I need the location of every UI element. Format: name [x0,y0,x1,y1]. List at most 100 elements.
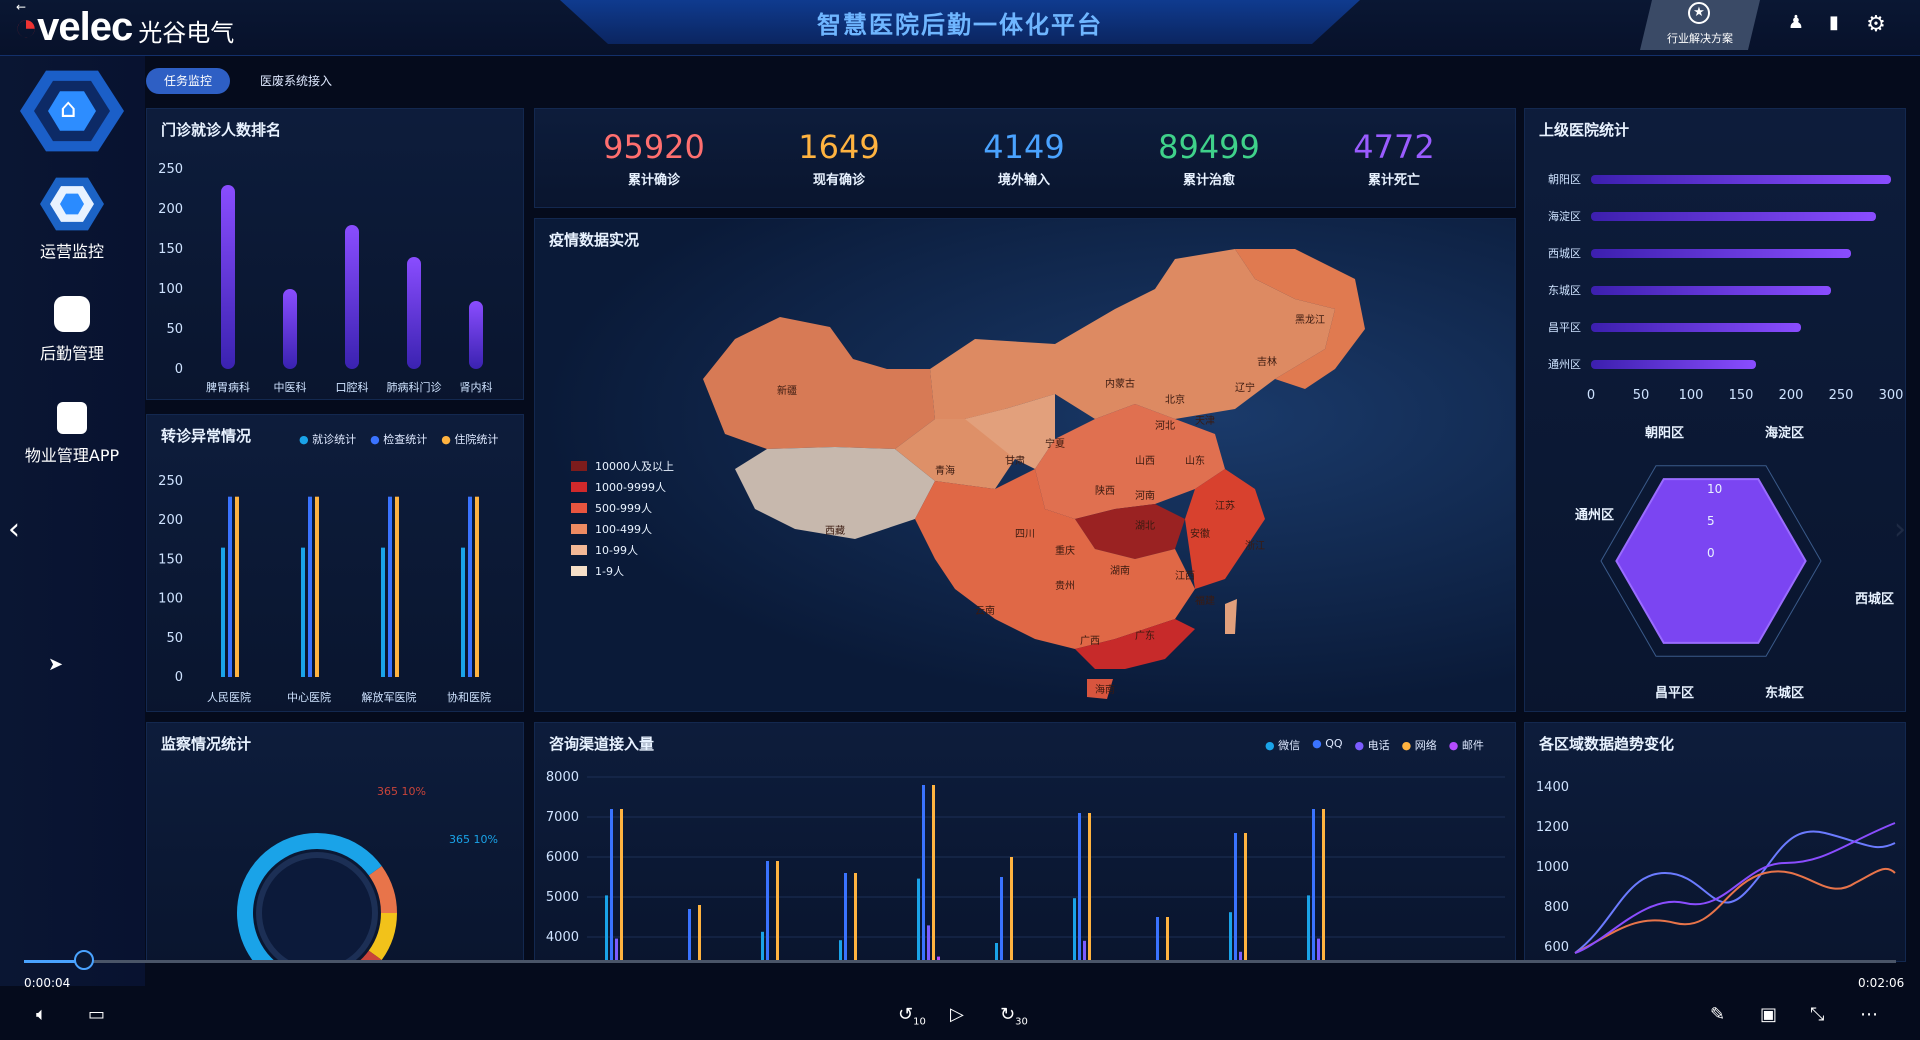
superior-chart: 朝阳区海淀区西城区东城区昌平区通州区0 50 100 150 200 250 300朝阳区海… [1548,173,1904,701]
pen-icon[interactable]: ✎ [1710,1004,1726,1025]
y-tick-label: 东城区 [1548,284,1581,297]
x-tick-label: 解放军医院 [362,690,417,704]
bar [221,547,225,677]
bar [927,925,930,963]
bar [1307,895,1310,963]
y-tick-label: 1000 [1536,860,1569,875]
bar [620,809,623,963]
bar [688,909,691,963]
sidebar-item-app[interactable]: 物业管理APP [16,402,128,466]
map-region-taiwan [1225,599,1237,634]
bar [1322,809,1325,963]
bar [776,861,779,963]
bar [1083,940,1086,963]
bar [615,938,618,963]
y-tick-label: 朝阳区 [1548,173,1581,186]
y-tick-label: 800 [1544,900,1569,915]
bell-icon[interactable]: ♟ [1787,12,1805,33]
tab-medical-waste[interactable]: 医废系统接入 [260,74,333,88]
more-icon[interactable]: ⋯ [1860,1004,1878,1025]
skip-back-icon[interactable]: ↺10 [898,1004,926,1028]
bar [345,225,359,369]
panel-title: 各区域数据趋势变化 [1539,735,1675,753]
bar [1088,813,1091,963]
trend-chart: 140012001000800600400200 [1536,780,1896,955]
x-tick-label: 口腔科 [336,380,369,394]
panel-transfer: 转诊异常情况 ● 就诊统计 ● 检查统计 ● 住院统计 250 200 150 100… [146,414,524,712]
y-tick-label: 600 [1544,940,1569,955]
panel-title: 咨询渠道接入量 [549,735,655,753]
legend-item: ● 微信 [1265,739,1301,752]
map-label: 四川 [1015,529,1035,540]
legend-item: ● 邮件 [1448,739,1484,752]
map-label: 北京 [1165,393,1185,406]
map-label: 山西 [1135,455,1155,467]
y-tick-label: 100 [158,282,183,297]
x-tick-label: 中心医院 [287,690,331,704]
map-label: 云南 [975,604,995,617]
bar [1166,917,1169,963]
home-button[interactable]: ⌂ [20,70,124,152]
y-tick-label: 200 [158,202,183,217]
map-region-northeast [1235,249,1365,389]
back-icon[interactable]: ← [16,0,27,14]
map-label: 重庆 [1055,544,1075,557]
map-region-gansu [965,394,1055,469]
x-tick-label: 0 [1587,388,1595,403]
radar-tick: 5 [1707,514,1715,528]
clipboard-icon[interactable]: ▮ [1829,12,1839,33]
seek-bar[interactable] [24,960,1896,963]
y-tick-label: 50 [166,631,183,646]
bar [1312,809,1315,963]
map-label: 河南 [1135,489,1155,502]
y-tick-label: 6000 [546,850,579,865]
bar [1591,323,1801,332]
panel-trend: 各区域数据趋势变化 140012001000800600400200 [1524,722,1906,962]
video-player-controls: 0:00:04 0:02:06 🔈︎ ▭ ↺10 ▷ ↻30 ✎ ▣ ⤡ ⋯ [0,940,1920,1040]
skip-forward-icon[interactable]: ↻30 [1000,1004,1028,1028]
map-legend: 10000人及以上 1000-9999人 500-999人 100-499人 10-99… [571,455,674,581]
sidebar-item-logistics[interactable]: 后勤管理 [16,296,128,364]
bar [1234,833,1237,963]
map-region-guangdong [1075,619,1195,669]
bar [1073,898,1076,963]
tab-task-monitor[interactable]: 任务监控 [146,68,231,94]
current-time: 0:00:04 [24,976,71,990]
solution-button[interactable]: ★ 行业解决方案 [1640,0,1760,50]
map-label: 辽宁 [1235,381,1255,394]
total-time: 0:02:06 [1858,976,1905,990]
map-label: 浙江 [1245,540,1265,552]
transfer-chart: 250 200 150 100 50 0 人民医院 中心医院 解放军医院 协和医院 [158,474,491,704]
subtitles-icon[interactable]: ▭ [88,1004,106,1025]
x-tick-label: 脾胃病科 [206,380,250,394]
stat-label: 现有确诊 [812,173,865,188]
bar [1156,917,1159,963]
pip-icon[interactable]: ▣ [1760,1004,1778,1025]
bar [922,785,925,963]
prev-arrow-icon[interactable]: ‹ [8,512,20,547]
seek-handle[interactable] [73,950,94,970]
exit-fullscreen-icon[interactable]: ⤡ [1810,1004,1825,1025]
sidebar-item-ops[interactable]: 运营监控 [16,176,128,262]
panel-channels: 咨询渠道接入量 ● 微信 ● QQ ● 电话 ● 网络 ● 邮件 8000 7000 600… [534,722,1516,963]
play-icon[interactable]: ▷ [950,1004,964,1025]
bar [235,496,239,677]
radar-indicator: 海淀区 [1765,425,1804,441]
bar [932,785,935,963]
map-label: 河北 [1155,420,1175,432]
x-tick-label: 肺病科门诊 [387,380,442,394]
map-label: 陕西 [1095,484,1115,497]
x-tick-label: 200 [1779,388,1804,403]
legend-item: ● 电话 [1354,739,1390,752]
x-tick-label: 300 [1879,388,1904,403]
x-tick-label: 协和医院 [447,690,491,704]
bar [221,185,235,369]
legend-item: 1000-9999人 [571,476,674,497]
gear-icon[interactable]: ⚙ [1866,12,1886,37]
donut-label: 365 10% [377,785,426,798]
bar [1591,360,1756,369]
bar [605,895,608,963]
y-tick-label: 100 [158,592,183,607]
volume-icon[interactable]: 🔈︎ [36,1004,47,1025]
